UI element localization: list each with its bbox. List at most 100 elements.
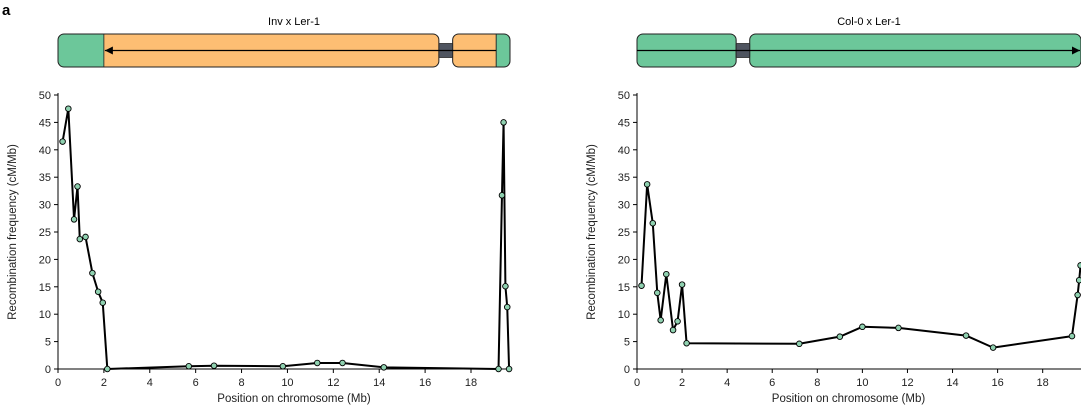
x-tick-label: 12 (901, 377, 913, 389)
y-tick-label: 5 (624, 337, 630, 349)
orientation-arrow-head (104, 46, 113, 55)
y-tick-label: 20 (618, 254, 630, 266)
data-point (649, 219, 657, 227)
data-point (1068, 332, 1076, 340)
y-tick-label: 35 (39, 172, 51, 184)
chromosome-ideogram (636, 33, 1081, 68)
y-tick-label: 0 (624, 364, 630, 376)
chromosome-title: Col-0 x Ler-1 (837, 16, 901, 28)
y-tick-label: 30 (618, 200, 630, 212)
data-point (989, 344, 997, 351)
series-line (61, 107, 511, 370)
data-point (502, 283, 509, 290)
y-tick-label: 15 (39, 282, 51, 294)
data-point (1075, 276, 1081, 284)
x-tick-label: 14 (946, 377, 958, 389)
y-tick-label: 25 (618, 227, 630, 239)
data-point (678, 281, 686, 288)
data-point (82, 233, 89, 241)
collinear-segment (58, 34, 105, 67)
y-tick-label: 30 (39, 200, 51, 212)
y-tick-label: 20 (39, 254, 51, 266)
x-tick-label: 0 (634, 377, 640, 389)
x-tick-label: 8 (814, 377, 820, 389)
data-point (796, 340, 803, 348)
data-point (663, 270, 670, 278)
x-tick-label: 10 (856, 377, 868, 389)
y-tick-label: 50 (618, 90, 630, 102)
data-point (683, 339, 690, 347)
panel-letter: a (2, 2, 11, 19)
y-tick-label: 35 (618, 172, 630, 184)
x-tick-label: 12 (327, 377, 339, 389)
y-axis-title: Recombination frequency (cM/Mb) (7, 144, 19, 320)
data-point (70, 216, 78, 223)
data-points (59, 105, 513, 373)
data-point (94, 288, 102, 295)
series-line (640, 183, 1081, 349)
data-point (1074, 291, 1081, 299)
y-tick-label: 50 (39, 90, 51, 102)
x-tick-label: 16 (991, 377, 1003, 389)
y-axis-title: Recombination frequency (cM/Mb) (586, 144, 598, 320)
y-tick-label: 45 (618, 117, 630, 129)
data-point (654, 289, 661, 297)
y-tick-label: 45 (39, 117, 51, 129)
data-point (74, 183, 81, 190)
y-tick-label: 40 (618, 145, 630, 157)
data-point (859, 323, 866, 331)
data-point (76, 235, 84, 243)
x-axis-title: Position on chromosome (Mb) (217, 393, 371, 405)
collinear-segment (495, 34, 510, 67)
y-tick-label: 10 (39, 309, 51, 321)
data-point (669, 326, 677, 334)
data-point (210, 362, 218, 369)
x-tick-label: 0 (55, 377, 61, 389)
x-tick-label: 4 (147, 377, 153, 389)
axes: 0 5 10 15 20 25 30 35 40 45 50 0 2 4 6 8 10 12 14 16 18 Posit… (7, 90, 510, 405)
data-point (500, 119, 507, 126)
data-point (99, 299, 106, 306)
data-point (962, 332, 970, 339)
x-tick-label: 16 (419, 377, 431, 389)
orientation-arrow-head (1072, 46, 1080, 55)
x-tick-label: 8 (238, 377, 244, 389)
data-point (638, 282, 645, 289)
y-tick-label: 0 (45, 364, 51, 376)
chart-panel-col0: Col-0 x Ler-1 0 5 10 15 20 25 30 35 40 45 50 0 2 4 6 8 10… (586, 16, 1081, 405)
chart-panel-inv: Inv x Ler-1 0 5 10 15 20 25 30 35 40 45 50 0 2 4 6 8 10 12… (7, 16, 513, 405)
x-tick-label: 2 (101, 377, 107, 389)
x-tick-label: 4 (724, 377, 730, 389)
data-points (638, 181, 1081, 351)
x-tick-label: 6 (193, 377, 199, 389)
y-tick-label: 15 (618, 282, 630, 294)
chromosome-title: Inv x Ler-1 (268, 16, 320, 28)
data-point (279, 363, 287, 370)
axes: 0 5 10 15 20 25 30 35 40 45 50 0 2 4 6 8 10 12 14 16 18 Posit… (586, 90, 1081, 405)
data-point (503, 303, 511, 311)
data-point (59, 138, 66, 145)
data-point (836, 333, 844, 340)
data-point (657, 316, 664, 324)
data-point (505, 365, 513, 373)
data-point (498, 192, 506, 199)
data-point (314, 359, 321, 367)
y-tick-label: 10 (618, 309, 630, 321)
x-tick-label: 18 (1037, 377, 1049, 389)
data-point (104, 365, 111, 373)
x-tick-label: 6 (769, 377, 775, 389)
x-tick-label: 10 (281, 377, 293, 389)
x-tick-label: 18 (465, 377, 477, 389)
data-point (339, 359, 346, 367)
y-tick-label: 5 (45, 337, 51, 349)
data-point (185, 363, 193, 370)
data-point (895, 324, 902, 332)
y-tick-label: 25 (39, 227, 51, 239)
chromosome-ideogram (57, 33, 511, 68)
data-point (89, 269, 96, 277)
data-point (65, 105, 72, 112)
data-point (495, 365, 502, 373)
x-tick-label: 2 (679, 377, 685, 389)
